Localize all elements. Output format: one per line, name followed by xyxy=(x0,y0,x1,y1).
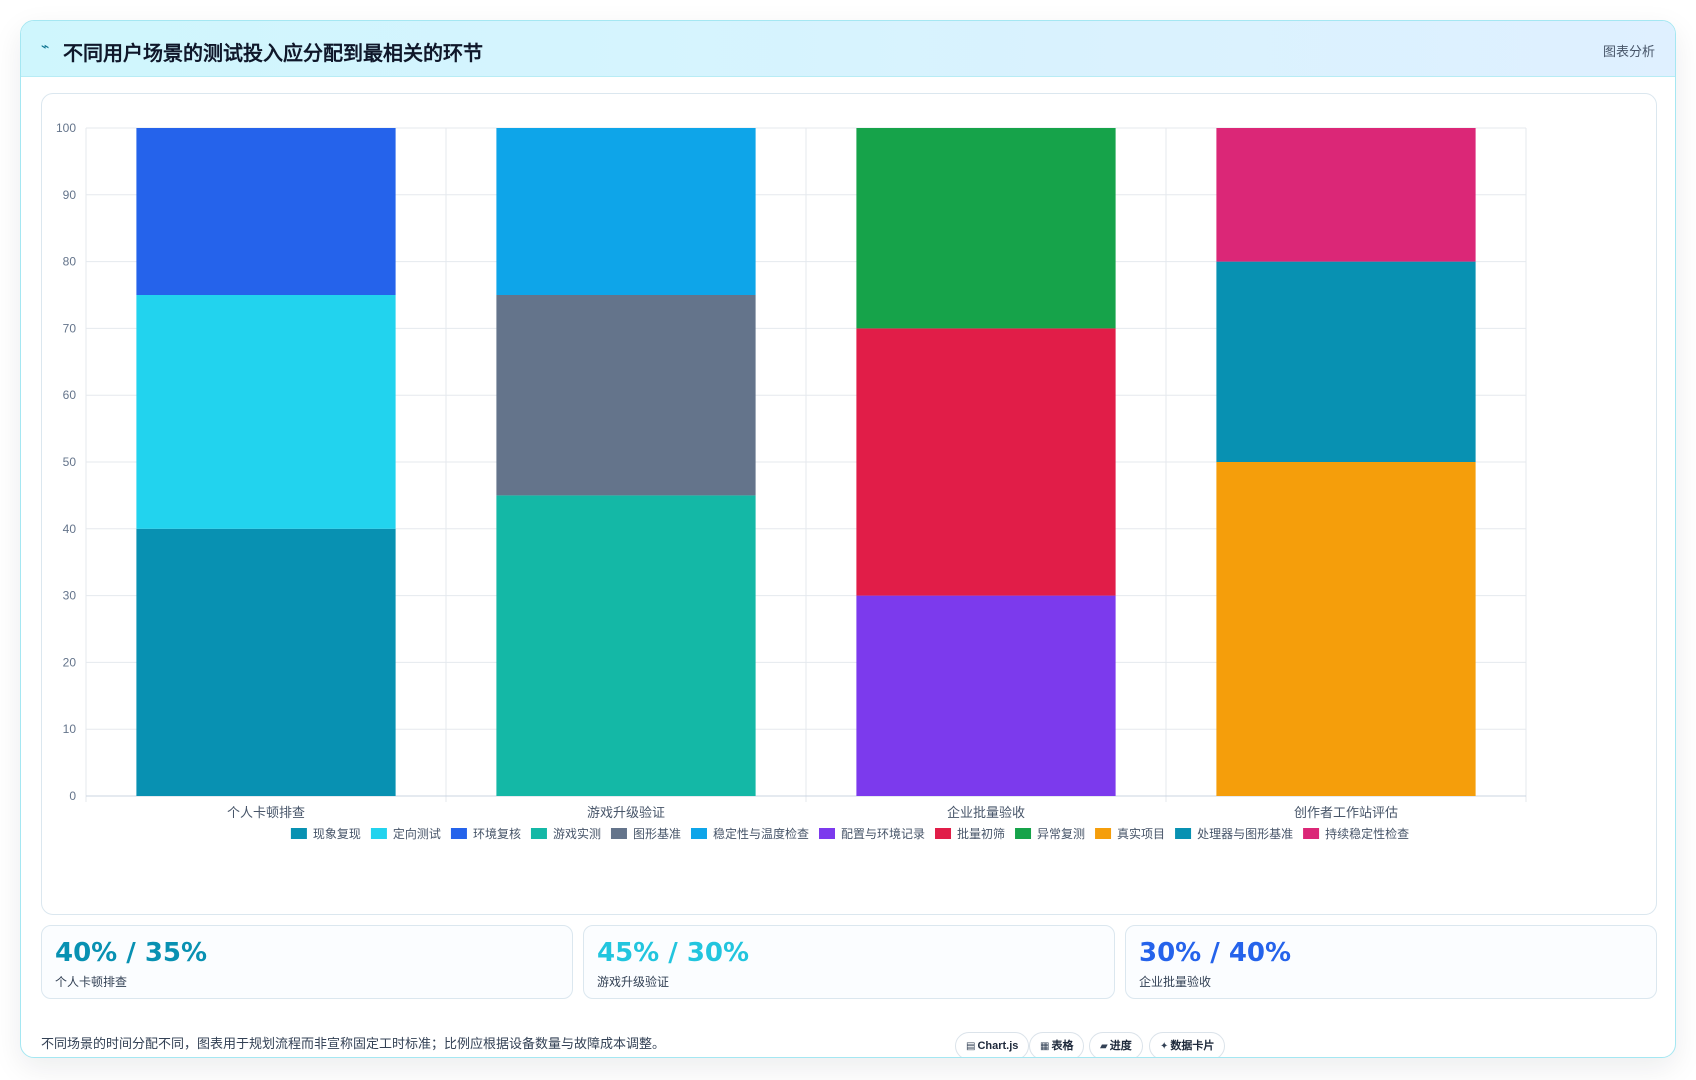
legend-swatch xyxy=(1303,828,1320,839)
legend-swatch xyxy=(290,828,307,839)
legend-label: 图形基准 xyxy=(633,827,681,841)
y-tick-label: 80 xyxy=(63,255,77,269)
legend-swatch xyxy=(610,828,627,839)
legend-swatch xyxy=(530,828,547,839)
y-tick-label: 40 xyxy=(63,522,77,536)
y-tick-label: 90 xyxy=(63,188,77,202)
bar-segment xyxy=(856,328,1116,596)
legend-label: 稳定性与温度检查 xyxy=(713,826,809,841)
x-tick-label: 创作者工作站评估 xyxy=(1294,805,1398,820)
legend-label: 真实项目 xyxy=(1117,826,1165,841)
chart-icon: ▤ xyxy=(966,1041,976,1052)
y-tick-label: 0 xyxy=(69,789,76,803)
legend-swatch xyxy=(1095,828,1112,839)
x-tick-label: 企业批量验收 xyxy=(947,805,1025,820)
legend-swatch xyxy=(1015,828,1032,839)
stat-card-3: 30% / 40% 企业批量验收 xyxy=(1125,925,1657,999)
table-icon: ▦ xyxy=(1040,1041,1050,1052)
stat-label: 个人卡顿排查 xyxy=(55,975,128,989)
legend-label: 现象复现 xyxy=(313,827,361,841)
stat-cards: 40% / 35% 个人卡顿排查 45% / 30% 游戏升级验证 30% / … xyxy=(41,925,1657,999)
y-tick-label: 50 xyxy=(63,455,77,469)
stat-value: 30% / 40% xyxy=(1139,938,1292,968)
page-title: 不同用户场景的测试投入应分配到最相关的环节 xyxy=(63,43,483,65)
stat-label: 游戏升级验证 xyxy=(597,975,670,989)
stat-value: 40% / 35% xyxy=(55,938,208,968)
bar-segment xyxy=(496,128,756,295)
legend-swatch xyxy=(1175,828,1192,839)
y-tick-label: 30 xyxy=(63,589,77,603)
x-tick-label: 个人卡顿排查 xyxy=(227,805,305,820)
legend-label: 异常复测 xyxy=(1037,827,1085,841)
chip-table[interactable]: ▦ 表格 xyxy=(1029,1032,1085,1057)
stat-card-2: 45% / 30% 游戏升级验证 xyxy=(583,925,1115,999)
chart-card: ⌁ 不同用户场景的测试投入应分配到最相关的环节 图表分析 0 10 20 30 40 50… xyxy=(20,20,1676,1058)
legend-label: 批量初筛 xyxy=(957,826,1005,841)
y-tick-label: 10 xyxy=(63,722,77,736)
legend-label: 配置与环境记录 xyxy=(841,826,925,841)
x-tick-label: 游戏升级验证 xyxy=(587,805,665,820)
bar-segment xyxy=(496,495,756,796)
chart-line-icon: ⌁ xyxy=(41,39,50,55)
legend-label: 游戏实测 xyxy=(553,826,601,841)
bar-segment xyxy=(136,528,396,796)
legend-label: 环境复核 xyxy=(473,826,521,841)
bar-segment xyxy=(1216,128,1476,262)
stat-label: 企业批量验收 xyxy=(1139,975,1212,989)
progress-icon: ▰ xyxy=(1100,1041,1108,1052)
header-tag: 图表分析 xyxy=(1602,44,1655,59)
chip-data-card[interactable]: ✦ 数据卡片 xyxy=(1149,1032,1226,1057)
bar-segment xyxy=(856,128,1116,329)
y-tick-label: 20 xyxy=(63,655,77,669)
bar-segment xyxy=(496,295,756,496)
bar-segment xyxy=(1216,261,1476,462)
legend-swatch xyxy=(450,828,467,839)
y-tick-label: 100 xyxy=(56,121,76,135)
footer-note: 不同场景的时间分配不同，图表用于规划流程而非宣称固定工时标准；比例应根据设备数量… xyxy=(41,1036,666,1051)
legend-label: 定向测试 xyxy=(393,826,441,841)
legend-swatch xyxy=(935,828,952,839)
legend-swatch xyxy=(819,828,835,839)
bar-segment xyxy=(136,295,396,529)
bar-segment xyxy=(856,595,1116,796)
sparkle-icon: ✦ xyxy=(1160,1041,1169,1052)
bar-segment xyxy=(1216,462,1476,796)
legend-swatch xyxy=(370,828,387,839)
stacked-bar-chart: 0 10 20 30 40 50 60 70 80 90 100 个人卡顿排查 游戏升级验证 企业批量验收… xyxy=(56,121,1527,841)
bar-segment xyxy=(136,128,396,295)
y-tick-label: 60 xyxy=(63,388,77,402)
chart-panel: 0 10 20 30 40 50 60 70 80 90 100 个人卡顿排查 游戏升级验证 企业批量验收… xyxy=(41,93,1657,915)
chip-progress[interactable]: ▰ 进度 xyxy=(1089,1032,1143,1057)
legend-label: 持续稳定性检查 xyxy=(1325,826,1409,841)
stat-card-1: 40% / 35% 个人卡顿排查 xyxy=(41,925,573,999)
legend-label: 处理器与图形基准 xyxy=(1197,827,1293,841)
y-tick-label: 70 xyxy=(63,321,77,335)
legend-swatch xyxy=(690,828,707,839)
card-header: ⌁ 不同用户场景的测试投入应分配到最相关的环节 图表分析 xyxy=(21,21,1675,77)
chip-chartjs[interactable]: ▤ Chart.js xyxy=(955,1032,1030,1057)
stat-value: 45% / 30% xyxy=(597,938,750,968)
